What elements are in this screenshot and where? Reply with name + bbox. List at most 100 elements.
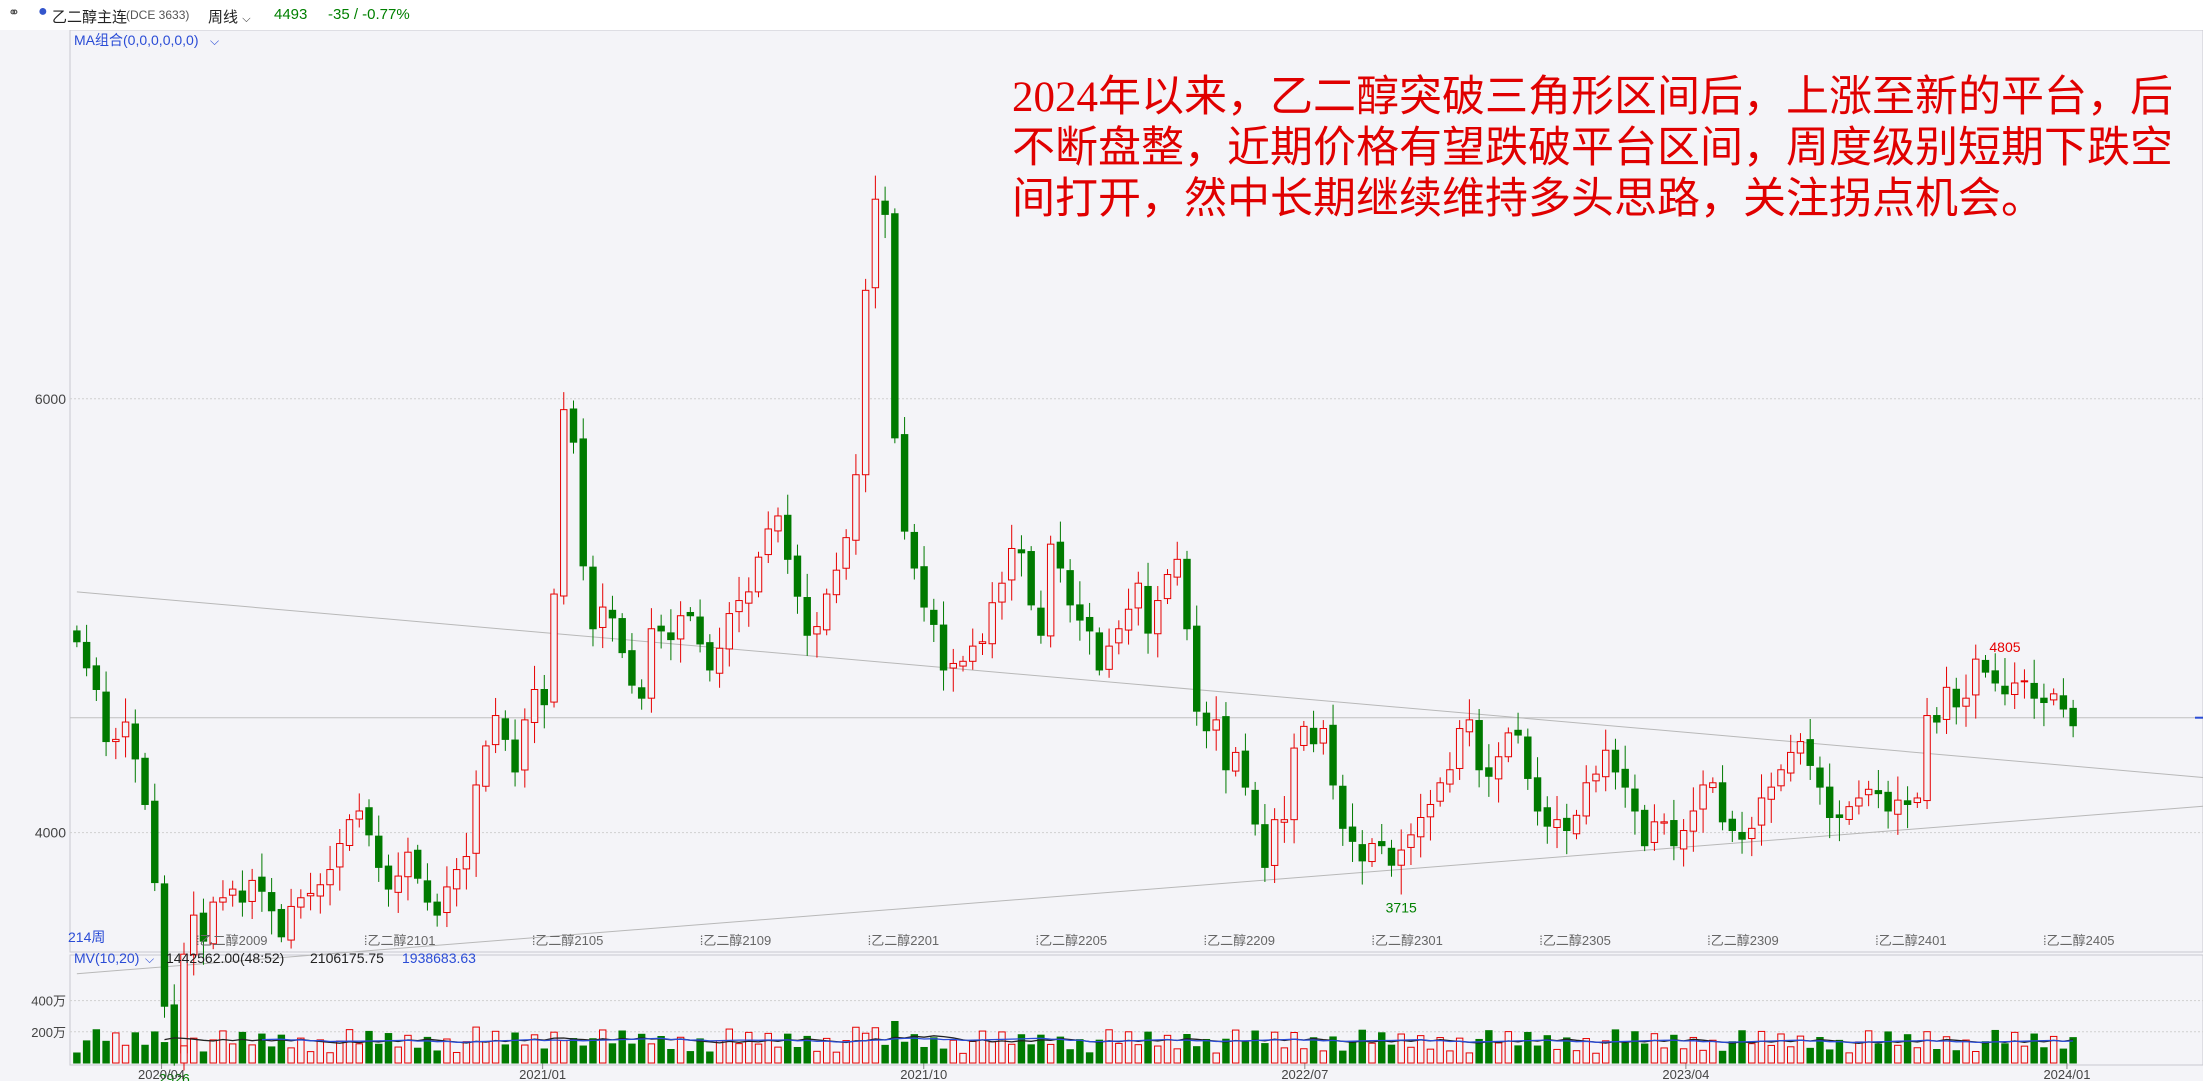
volume-bar-down — [170, 1035, 178, 1064]
candle-down — [1718, 782, 1727, 823]
volume-bar-up — [998, 1031, 1006, 1064]
date-label: 2021/01 — [519, 1067, 566, 1081]
mv-chevron-down-icon[interactable]: ⌵ — [145, 952, 154, 966]
candle-up — [959, 660, 967, 667]
volume-bar-up — [1962, 1039, 1970, 1064]
volume-bar-up — [1397, 1033, 1405, 1064]
candle-up — [1679, 830, 1688, 850]
candle-down — [1952, 688, 1960, 708]
candle-up — [949, 662, 957, 669]
volume-bar-down — [1670, 1034, 1678, 1064]
volume-bar-up — [355, 1043, 363, 1064]
candle-down — [277, 908, 286, 938]
candle-down — [365, 807, 373, 836]
volume-bar-up — [491, 1030, 500, 1064]
volume-bar-down — [1631, 1031, 1639, 1064]
candle-down — [2059, 695, 2068, 710]
candle-down — [1524, 736, 1532, 779]
trend-line — [76, 805, 2203, 975]
contract-label: ⁞乙二醇2209 — [1203, 933, 1275, 948]
volume-bar-up — [1796, 1035, 1805, 1064]
volume-bar-up — [306, 1051, 315, 1064]
candle-up — [1426, 803, 1435, 818]
candle-down — [628, 650, 636, 686]
volume-bar-up — [715, 1040, 724, 1064]
volume-bar-up — [1465, 1052, 1474, 1064]
volume-bar-up — [1436, 1037, 1444, 1064]
candle-up — [1660, 821, 1668, 824]
candle-up — [482, 745, 490, 787]
volume-bar-down — [1563, 1037, 1571, 1064]
candle-up — [1923, 715, 1931, 802]
candle-up — [1436, 782, 1444, 802]
candle-up — [1777, 769, 1785, 787]
candle-down — [1358, 844, 1366, 862]
chain-link-icon[interactable]: ⚭ — [8, 4, 20, 20]
candle-up — [1134, 582, 1143, 609]
volume-bar-up — [462, 1041, 471, 1064]
candle-down — [1670, 820, 1678, 847]
volume-bar-up — [978, 1030, 987, 1064]
volume-bar-down — [793, 1046, 802, 1064]
volume-bar-up — [1115, 1042, 1123, 1064]
candle-up — [297, 897, 305, 908]
volume-bar-up — [822, 1037, 831, 1064]
trend-line — [76, 591, 2203, 778]
date-label: 2021/10 — [900, 1067, 947, 1081]
candle-down — [920, 566, 928, 608]
volume-bar-up — [813, 1050, 821, 1064]
candle-up — [1163, 574, 1172, 600]
volume-bar-down — [2069, 1037, 2077, 1064]
candle-down — [2069, 707, 2077, 727]
bar-count-label: 214周 — [68, 929, 105, 945]
volume-bar-down — [1524, 1031, 1532, 1064]
candle-up — [871, 198, 880, 289]
candle-up — [345, 819, 354, 846]
volume-bar-down — [1874, 1043, 1883, 1064]
contract-label: ⁞乙二醇2205 — [1036, 933, 1108, 948]
candle-up — [842, 537, 850, 569]
candle-down — [1631, 788, 1639, 812]
candle-down — [1027, 551, 1035, 606]
exchange-code: (DCE 3633) — [126, 8, 190, 22]
candle-up — [1319, 728, 1328, 744]
mv-indicator-label[interactable]: MV(10,20) — [74, 950, 139, 966]
candle-down — [384, 865, 393, 890]
volume-bar-down — [131, 1032, 140, 1064]
volume-bar-down — [1933, 1049, 1941, 1064]
volume-bar-up — [1757, 1030, 1766, 1064]
volume-bar-up — [1426, 1048, 1435, 1064]
volume-bar-down — [1903, 1034, 1912, 1064]
symbol-name[interactable]: 乙二醇主连 — [52, 9, 128, 26]
annotation-line: 不断盘整，近期价格有望跌破平台区间，周度级别短期下跌空 — [1012, 125, 2173, 172]
volume-bar-up — [1319, 1050, 1328, 1064]
volume-bar-down — [589, 1038, 597, 1064]
volume-tick-label: 400万 — [31, 994, 66, 1009]
low-price-label: 2926 — [159, 1071, 190, 1081]
volume-bar-down — [1202, 1038, 1211, 1064]
volume-bar-down — [628, 1043, 636, 1064]
volume-bar-up — [1767, 1044, 1775, 1064]
candle-down — [1348, 826, 1357, 842]
volume-bar-up — [1212, 1052, 1220, 1064]
volume-bar-up — [1270, 1031, 1279, 1064]
candle-down — [618, 618, 626, 654]
candle-up — [1212, 719, 1220, 731]
candle-up — [745, 591, 753, 604]
volume-bar-up — [1163, 1034, 1172, 1064]
volume-bar-up — [121, 1044, 130, 1064]
volume-bar-down — [540, 1048, 548, 1064]
period-selector[interactable]: 周线 ⌵ — [208, 6, 251, 27]
candle-up — [1962, 697, 1970, 707]
candle-down — [2040, 697, 2048, 704]
volume-bar-up — [180, 1045, 188, 1064]
kline-chart[interactable]: 4000 6000 400万 200万 4805 3715 2926 ⁞乙二醇2009 ⁞乙二醇… — [0, 30, 2203, 1081]
volume-bar-up — [1124, 1031, 1133, 1064]
volume-bar-up — [1845, 1052, 1853, 1064]
volume-bar-down — [696, 1038, 704, 1064]
ma-chevron-down-icon[interactable]: ⌵ — [210, 34, 219, 48]
period-label: 周线 — [208, 9, 239, 26]
volume-bar-up — [764, 1032, 772, 1064]
ma-indicator-label[interactable]: MA组合(0,0,0,0,0,0) — [74, 32, 199, 48]
y-tick-label: 6000 — [35, 391, 66, 407]
